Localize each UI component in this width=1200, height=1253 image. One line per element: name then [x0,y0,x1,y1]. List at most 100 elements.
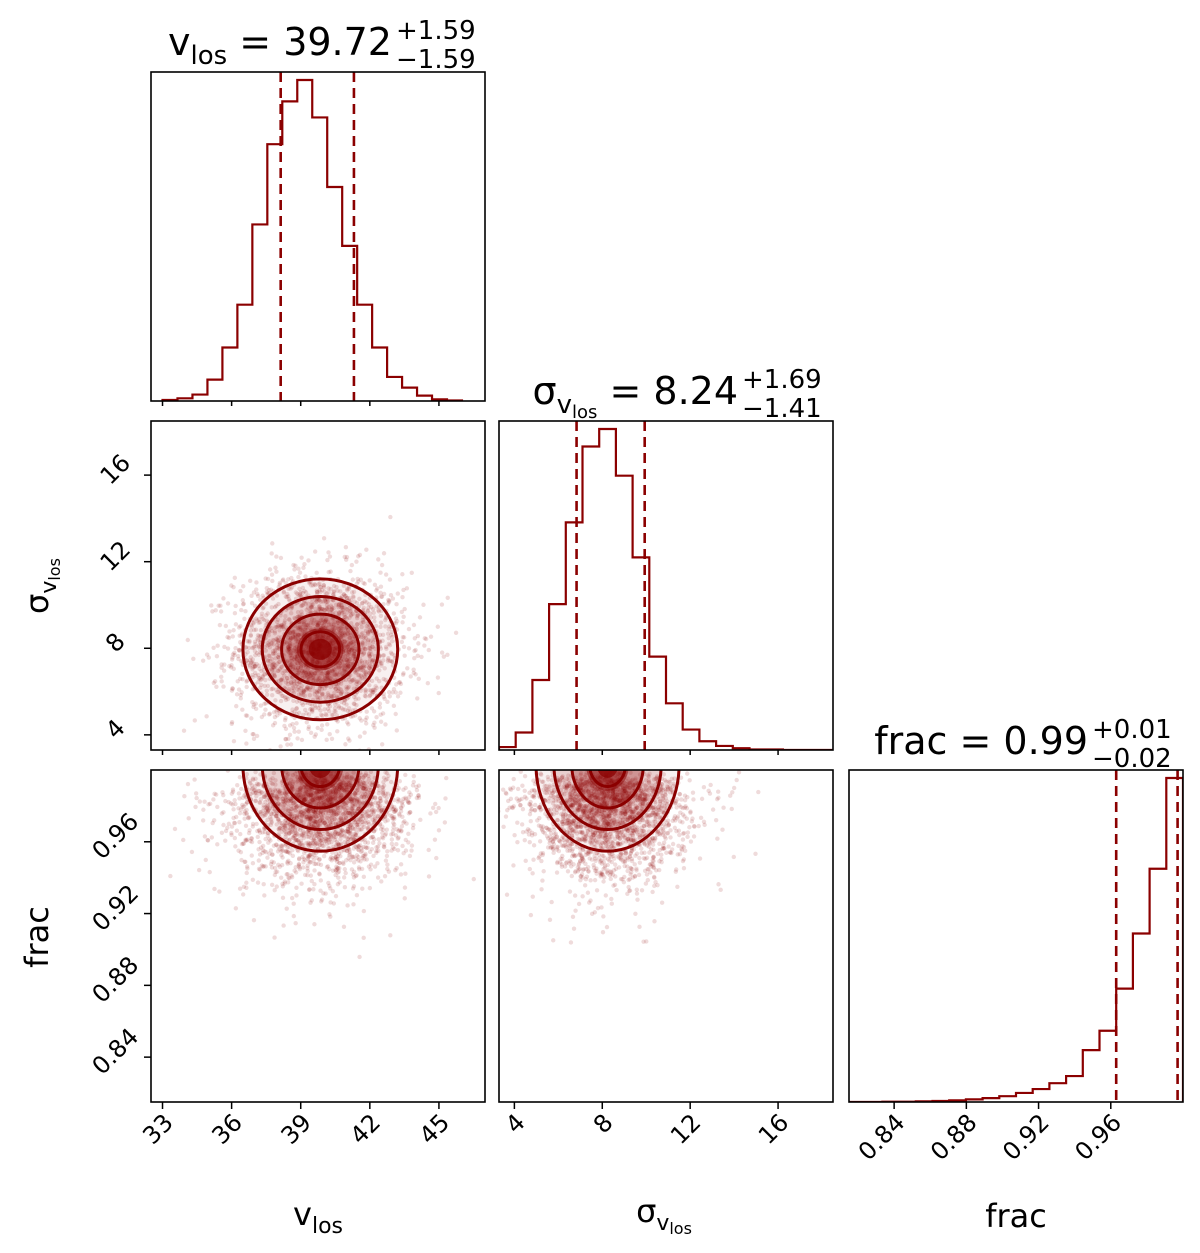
scatter-point [345,774,350,780]
scatter-point [358,859,363,864]
scatter-point [267,639,272,644]
scatter-point [269,882,275,888]
scatter-point [301,689,307,695]
scatter-point [276,601,281,607]
scatter-point [277,864,282,869]
scatter-point [323,618,329,623]
scatter-point [349,640,354,646]
scatter-point [401,614,406,619]
scatter-point [383,644,389,650]
scatter-point [312,703,318,708]
scatter-point [327,797,332,802]
scatter-point [336,842,341,848]
scatter-point [229,657,235,662]
scatter-point [333,798,339,803]
scatter-point [326,675,331,680]
scatter-point [351,796,356,802]
scatter-point [410,825,416,831]
scatter-point [344,702,349,707]
scatter-point [342,663,347,668]
scatter-point [349,836,354,842]
scatter-point [311,809,316,815]
contour-level-3 [241,577,400,722]
scatter-point [386,597,391,603]
scatter-point [308,900,313,905]
scatter-point [267,806,272,811]
scatter-point [286,736,291,741]
scatter-point [340,707,346,712]
scatter-point [314,819,319,824]
scatter-point [403,837,409,843]
scatter-point [296,668,302,673]
scatter-point [325,792,331,797]
scatter-point [351,826,356,831]
scatter-point [334,671,340,676]
scatter-point [432,837,438,842]
scatter-point [302,798,307,803]
scatter-point [221,684,226,689]
scatter-point [241,841,246,846]
scatter-point [328,808,333,814]
scatter-point [296,627,301,632]
scatter-point [410,783,416,788]
scatter-point [252,787,257,793]
scatter-point [333,812,339,817]
scatter-point [236,653,241,659]
scatter-point [346,722,351,727]
scatter-point [321,622,327,628]
scatter-point [349,867,355,872]
scatter-point [337,866,342,871]
scatter-point [377,668,382,673]
scatter-point [357,716,362,721]
scatter-point [288,635,294,641]
scatter-point [260,814,265,819]
scatter-point [341,788,346,793]
scatter-point [330,712,336,718]
scatter-point [345,708,351,714]
scatter-point [293,645,298,650]
scatter-point [290,779,296,785]
scatter-point [308,823,314,828]
scatter-point [471,876,476,882]
scatter-point [262,671,267,677]
scatter-point [226,799,231,805]
scatter-point [231,815,236,821]
scatter-point [283,791,288,796]
scatter-point [323,802,328,807]
scatter-point [297,593,303,598]
scatter-point [414,795,420,801]
scatter-point [330,668,335,673]
scatter-point [233,646,238,651]
scatter-point [347,647,352,652]
scatter-point [312,581,317,587]
scatter-point [345,836,350,841]
scatter-point [257,800,262,805]
scatter-point [271,651,276,656]
scatter-point [301,856,307,862]
scatter-point [350,639,356,645]
scatter-point [335,856,340,862]
scatter-point [280,895,286,901]
scatter-point [288,812,294,817]
scatter-point [212,679,218,684]
scatter-point [320,837,325,842]
scatter-point [300,812,305,817]
scatter-point [263,648,268,653]
scatter-point [325,797,331,802]
scatter-point [396,680,402,685]
scatter-point [253,788,258,793]
scatter-point [311,621,316,626]
scatter-point [354,600,360,606]
scatter-point [367,642,373,648]
scatter-point [192,718,198,723]
scatter-point [243,802,249,807]
scatter-point [309,878,314,884]
scatter-point [302,588,307,594]
scatter-point [316,802,321,807]
scatter-point [290,666,296,671]
scatter-point [371,687,376,692]
scatter-point [351,595,356,600]
scatter-point [289,682,295,687]
scatter-point [357,660,363,665]
scatter-point [320,819,326,824]
